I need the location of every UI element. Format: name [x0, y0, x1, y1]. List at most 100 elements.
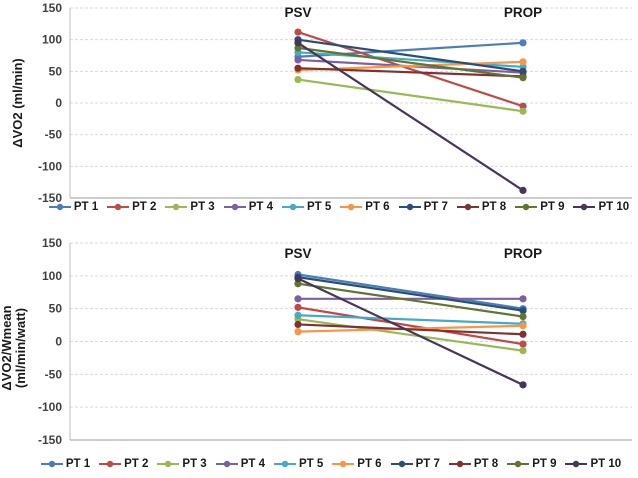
- y-tick-label: 100: [42, 269, 62, 283]
- series-line-pt-7: [297, 38, 524, 73]
- y-tick-label: -100: [38, 159, 62, 173]
- y-tick-label: 0: [55, 335, 62, 349]
- legend-item-pt-8: PT 8: [448, 458, 499, 470]
- series-line-pt-5: [297, 51, 524, 68]
- series-point-pt-3-prop: [519, 107, 527, 115]
- legend-marker-icon: [40, 460, 63, 468]
- series-point-pt-4-prop: [519, 295, 527, 303]
- series-point-pt-7-prop: [519, 307, 527, 315]
- series-point-pt-3-prop: [519, 347, 527, 355]
- legend-label: PT 1: [65, 458, 91, 470]
- series-point-pt-4-psv: [294, 56, 302, 64]
- legend-item-pt-7: PT 7: [390, 458, 440, 470]
- legend-label: PT 8: [481, 201, 507, 213]
- legend-marker-icon: [107, 203, 130, 211]
- series-point-pt-6-psv: [294, 328, 302, 336]
- series-point-pt-9-psv: [294, 44, 302, 52]
- legend-item-pt-1: PT 1: [40, 458, 91, 470]
- series-point-pt-7-prop: [519, 67, 527, 75]
- legend-item-pt-8: PT 8: [456, 201, 507, 213]
- y-axis-title-bottom-line1: ΔVO2/Wmean: [0, 305, 14, 391]
- category-label-psv: PSV: [284, 5, 311, 20]
- series-line-pt-10: [297, 41, 524, 192]
- legend-label: PT 6: [357, 458, 382, 470]
- series-point-pt-2-prop: [519, 340, 527, 348]
- legend-label: PT 1: [73, 201, 99, 213]
- legend-marker-icon: [565, 460, 588, 468]
- legend-label: PT 8: [473, 458, 499, 470]
- legend-label: PT 3: [182, 458, 207, 470]
- legend-item-pt-3: PT 3: [165, 201, 215, 213]
- category-label-psv: PSV: [284, 246, 311, 261]
- legend-label: PT 3: [190, 201, 215, 213]
- legend-label: PT 9: [540, 201, 565, 213]
- legend-marker-icon: [573, 203, 596, 211]
- legend-top: PT 1 PT 2 PT 3 PT 4 PT 5 PT 6 PT 7 PT 8 PT 9 PT 1…: [42, 199, 636, 215]
- legend-item-pt-10: PT 10: [565, 458, 621, 470]
- legend-marker-icon: [274, 460, 296, 468]
- legend-item-pt-10: PT 10: [573, 201, 629, 213]
- legend-marker-icon: [99, 460, 122, 468]
- legend-marker-icon: [398, 203, 421, 211]
- legend-item-pt-4: PT 4: [215, 458, 265, 470]
- legend-marker-icon: [282, 203, 304, 211]
- legend-marker-icon: [332, 460, 355, 468]
- y-tick-label: 50: [49, 302, 63, 316]
- legend-item-pt-6: PT 6: [340, 201, 390, 213]
- legend-label: PT 2: [132, 201, 157, 213]
- series-point-pt-2-psv: [294, 28, 302, 36]
- legend-label: PT 7: [415, 458, 440, 470]
- series-line-pt-3: [297, 78, 524, 113]
- y-axis-title-bottom: ΔVO2/Wmean (ml/min/watt): [0, 278, 28, 418]
- y-tick-label: -150: [38, 433, 62, 447]
- legend-label: PT 10: [598, 201, 630, 213]
- y-tick-label: 50: [49, 64, 63, 78]
- series-point-pt-9-prop: [519, 312, 527, 321]
- series-point-pt-9-prop: [519, 74, 527, 82]
- legend-marker-icon: [515, 203, 538, 211]
- y-tick-label: 150: [42, 1, 62, 15]
- series-point-pt-3-psv: [294, 75, 302, 84]
- series-point-pt-10-prop: [519, 381, 527, 389]
- series-point-pt-5-psv: [294, 311, 302, 319]
- series-point-pt-6-prop: [519, 322, 527, 330]
- legend-item-pt-2: PT 2: [99, 458, 148, 470]
- legend-item-pt-9: PT 9: [507, 458, 556, 470]
- y-tick-label: 100: [42, 33, 62, 47]
- legend-item-pt-7: PT 7: [398, 201, 448, 213]
- series-line-pt-2: [297, 306, 524, 346]
- legend-marker-icon: [390, 460, 413, 468]
- y-tick-label: 0: [55, 96, 62, 110]
- legend-item-pt-9: PT 9: [515, 201, 564, 213]
- legend-label: PT 4: [240, 458, 265, 470]
- series-point-pt-8-prop: [519, 330, 527, 338]
- y-axis-title-top: ΔVO2 (ml/min): [10, 38, 25, 168]
- legend-label: PT 2: [124, 458, 149, 470]
- legend-label: PT 5: [299, 458, 324, 470]
- category-label-prop: PROP: [504, 5, 542, 20]
- legend-item-pt-5: PT 5: [282, 201, 331, 213]
- legend-label: PT 6: [365, 201, 390, 213]
- series-point-pt-9-psv: [294, 280, 302, 288]
- series-line-pt-10: [297, 277, 524, 386]
- y-tick-label: 150: [42, 236, 62, 250]
- y-axis-title-bottom-line2: (ml/min/watt): [13, 307, 28, 389]
- legend-item-pt-3: PT 3: [157, 458, 207, 470]
- legend-item-pt-4: PT 4: [223, 201, 273, 213]
- series-line-pt-8: [297, 67, 524, 78]
- series-line-pt-9: [297, 46, 524, 79]
- series-point-pt-1-prop: [519, 39, 527, 47]
- legend-marker-icon: [456, 203, 479, 211]
- series-point-pt-10-psv: [294, 39, 302, 47]
- legend-label: PT 10: [590, 458, 622, 470]
- legend-marker-icon: [448, 460, 471, 468]
- series-point-pt-10-psv: [294, 274, 302, 283]
- series-line-pt-1: [297, 273, 524, 310]
- legend-marker-icon: [48, 203, 71, 211]
- y-tick-label: -100: [38, 400, 62, 414]
- legend-item-pt-5: PT 5: [274, 458, 323, 470]
- y-tick-label: -50: [45, 367, 63, 381]
- series-point-pt-10-prop: [519, 186, 527, 194]
